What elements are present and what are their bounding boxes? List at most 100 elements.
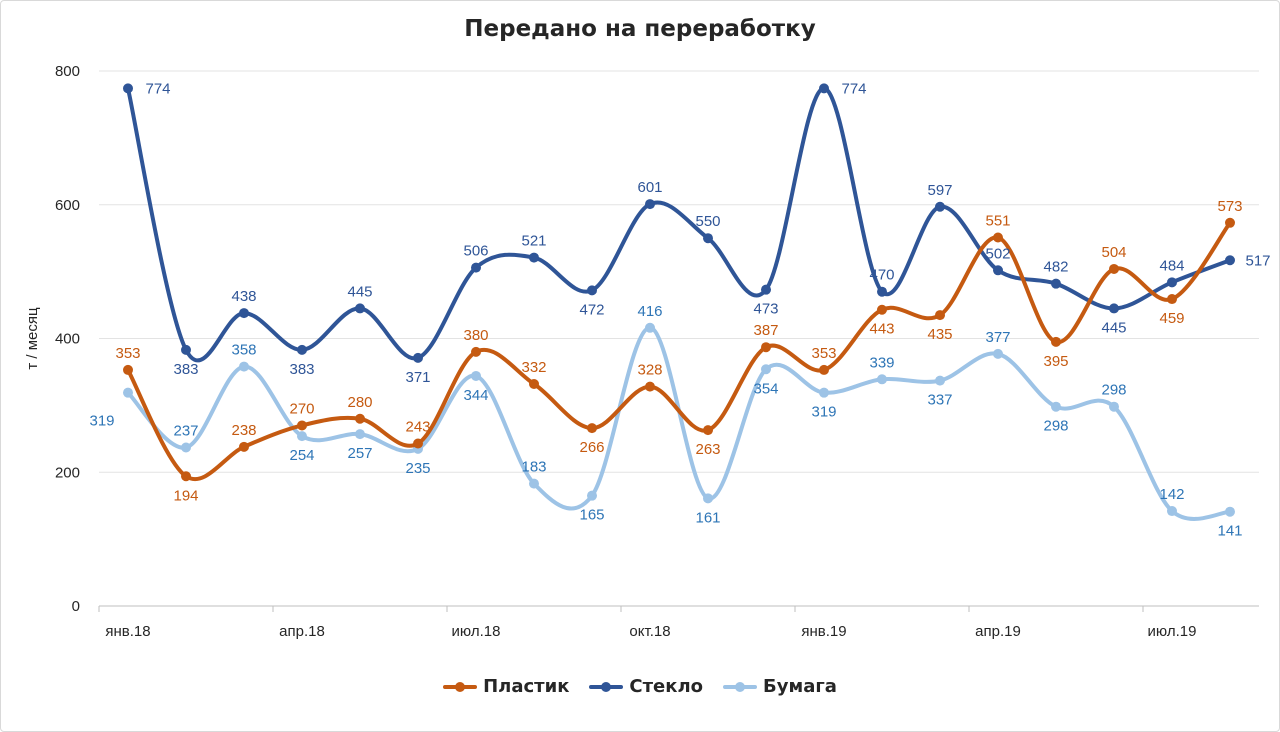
data-point-glass xyxy=(877,286,887,297)
data-label-paper: 141 xyxy=(1217,523,1242,540)
y-tick-label: 0 xyxy=(72,598,80,615)
data-label-glass: 517 xyxy=(1245,252,1270,269)
data-label-glass: 484 xyxy=(1159,257,1184,274)
data-point-glass xyxy=(645,199,655,210)
data-point-glass xyxy=(993,265,1003,276)
data-point-glass xyxy=(1109,303,1119,314)
data-label-plastic: 387 xyxy=(753,322,778,339)
data-point-glass xyxy=(819,83,829,94)
data-point-paper xyxy=(761,364,771,375)
data-label-paper: 319 xyxy=(89,413,114,430)
data-label-paper: 339 xyxy=(869,354,894,371)
data-label-glass: 550 xyxy=(695,213,720,230)
data-label-glass: 472 xyxy=(579,301,604,318)
data-label-glass: 601 xyxy=(637,179,662,196)
data-label-plastic: 194 xyxy=(173,487,198,504)
data-point-paper xyxy=(645,322,655,333)
data-label-plastic: 443 xyxy=(869,321,894,338)
data-point-plastic xyxy=(993,232,1003,243)
data-point-plastic xyxy=(297,420,307,431)
data-point-paper xyxy=(1109,401,1119,412)
data-label-plastic: 353 xyxy=(115,345,140,362)
data-point-paper xyxy=(819,387,829,398)
data-point-paper xyxy=(181,442,191,453)
data-label-paper: 337 xyxy=(927,392,952,409)
data-point-glass xyxy=(1051,278,1061,289)
data-point-glass xyxy=(123,83,133,94)
x-tick-label: апр.18 xyxy=(279,623,325,640)
data-label-glass: 506 xyxy=(463,243,488,260)
data-label-plastic: 380 xyxy=(463,327,488,344)
data-label-plastic: 551 xyxy=(985,213,1010,230)
chart-title: Передано на переработку xyxy=(464,16,816,42)
data-label-glass: 521 xyxy=(521,233,546,250)
legend-marker-plastic xyxy=(443,681,478,692)
data-point-paper xyxy=(703,493,713,504)
legend: Пластик Стекло Бумага xyxy=(0,676,1280,697)
data-point-paper xyxy=(1167,506,1177,517)
data-point-glass xyxy=(1225,255,1235,266)
data-label-paper: 377 xyxy=(985,329,1010,346)
data-point-plastic xyxy=(181,471,191,482)
legend-item-plastic[interactable]: Пластик xyxy=(443,676,569,697)
data-label-paper: 254 xyxy=(289,447,314,464)
legend-item-paper[interactable]: Бумага xyxy=(723,676,837,697)
data-point-paper xyxy=(239,361,249,372)
x-tick-label: июл.19 xyxy=(1148,623,1197,640)
data-point-plastic xyxy=(355,413,365,424)
data-label-paper: 257 xyxy=(347,445,372,462)
data-label-glass: 445 xyxy=(347,283,372,300)
x-tick-label: апр.19 xyxy=(975,623,1021,640)
data-point-glass xyxy=(935,201,945,212)
data-point-paper xyxy=(877,374,887,385)
data-point-plastic xyxy=(935,310,945,321)
data-point-plastic xyxy=(1225,217,1235,228)
data-label-plastic: 266 xyxy=(579,439,604,456)
data-label-paper: 161 xyxy=(695,509,720,526)
y-tick-label: 200 xyxy=(55,464,80,481)
data-point-glass xyxy=(181,344,191,355)
legend-label-paper: Бумага xyxy=(763,676,837,697)
data-point-paper xyxy=(123,387,133,398)
data-point-glass xyxy=(1167,277,1177,288)
legend-marker-paper xyxy=(723,681,758,692)
data-point-plastic xyxy=(1051,336,1061,347)
data-point-paper xyxy=(1225,506,1235,517)
data-label-glass: 445 xyxy=(1101,319,1126,336)
data-point-paper xyxy=(935,375,945,386)
legend-item-glass[interactable]: Стекло xyxy=(589,676,703,697)
data-label-plastic: 435 xyxy=(927,326,952,343)
data-point-paper xyxy=(587,490,597,501)
x-tick-label: янв.18 xyxy=(105,623,150,640)
data-label-paper: 358 xyxy=(231,342,256,359)
legend-label-glass: Стекло xyxy=(629,676,704,697)
data-point-paper xyxy=(1051,401,1061,412)
data-point-plastic xyxy=(1167,294,1177,305)
data-point-plastic xyxy=(1109,263,1119,274)
data-label-glass: 470 xyxy=(869,267,894,284)
data-point-paper xyxy=(355,429,365,440)
data-point-glass xyxy=(529,252,539,263)
data-point-plastic xyxy=(645,381,655,392)
legend-marker-glass xyxy=(589,681,624,692)
y-axis-label: т / месяц xyxy=(24,307,41,370)
data-point-plastic xyxy=(123,364,133,375)
x-tick-label: янв.19 xyxy=(801,623,846,640)
data-label-paper: 416 xyxy=(637,303,662,320)
y-tick-label: 800 xyxy=(55,63,80,80)
data-label-paper: 298 xyxy=(1043,418,1068,435)
data-point-plastic xyxy=(413,438,423,449)
data-point-paper xyxy=(529,478,539,489)
data-label-plastic: 243 xyxy=(405,418,430,435)
data-label-plastic: 332 xyxy=(521,359,546,376)
data-label-plastic: 504 xyxy=(1101,244,1126,261)
data-point-plastic xyxy=(761,342,771,353)
data-point-plastic xyxy=(529,378,539,389)
data-point-plastic xyxy=(239,441,249,452)
data-label-glass: 473 xyxy=(753,301,778,318)
data-label-plastic: 280 xyxy=(347,394,372,411)
data-label-plastic: 270 xyxy=(289,400,314,417)
data-point-paper xyxy=(993,348,1003,359)
data-point-paper xyxy=(471,370,481,381)
y-tick-label: 400 xyxy=(55,331,80,348)
